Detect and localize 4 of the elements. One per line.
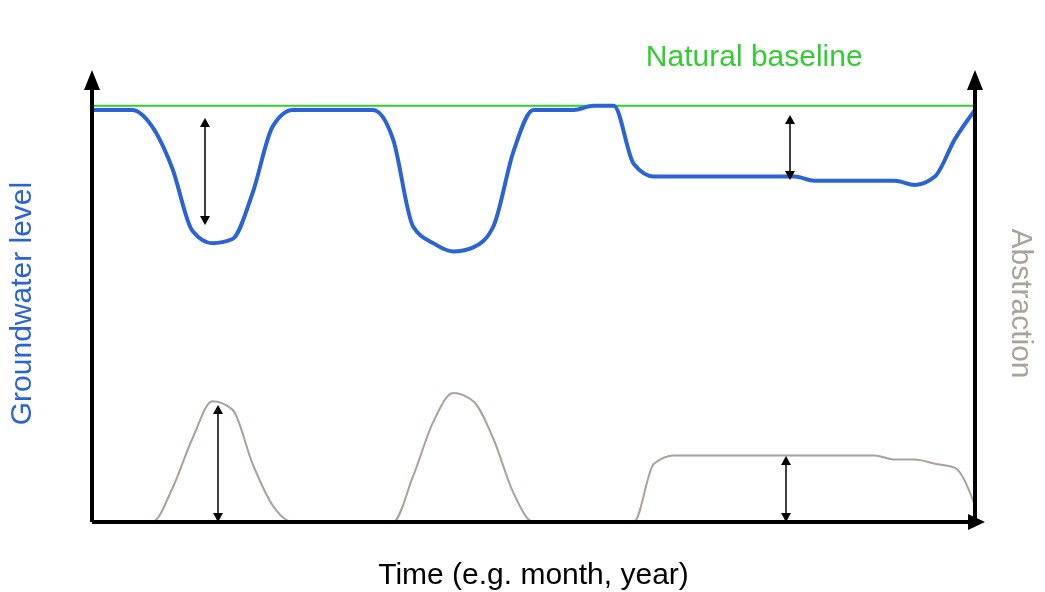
ref-line-label: Natural baseline — [645, 38, 863, 72]
y-axis-title: Groundwater level — [3, 181, 37, 426]
x-axis-title: Time (e.g. month, year) — [378, 557, 689, 590]
y2-axis-title: Abstraction — [1006, 228, 1040, 379]
